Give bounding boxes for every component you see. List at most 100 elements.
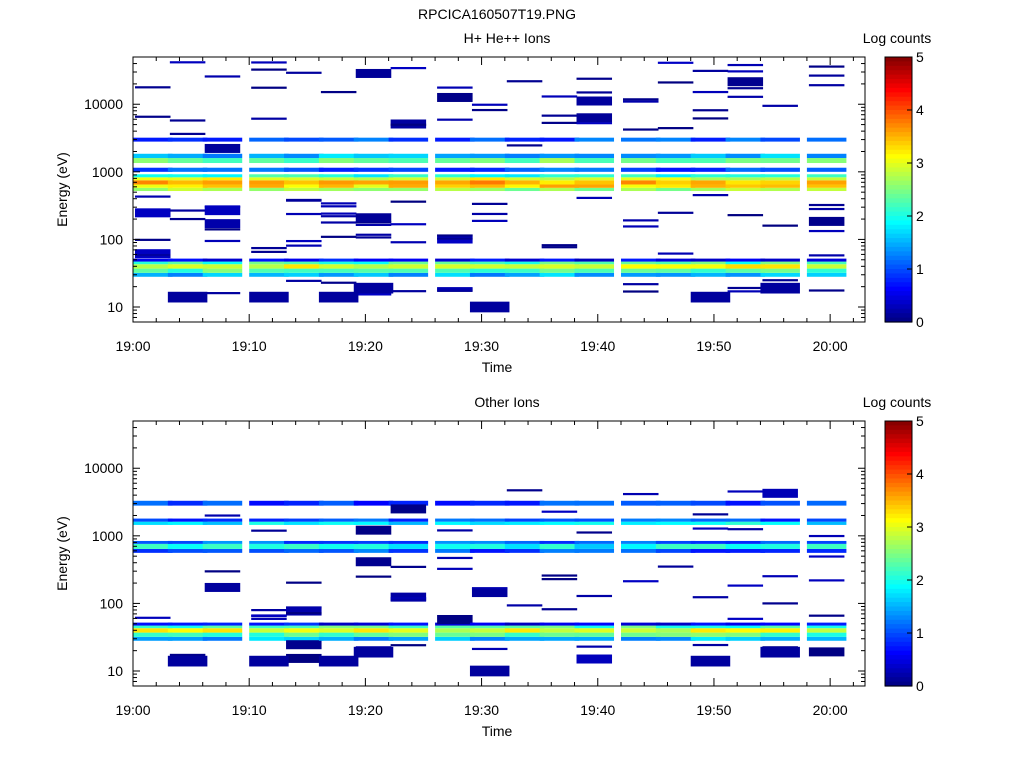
heatmap-cell	[808, 207, 845, 211]
heatmap-cell	[202, 261, 243, 265]
heatmap-cell	[692, 643, 729, 647]
heatmap-cell	[623, 580, 659, 583]
heatmap-cell	[806, 500, 847, 506]
heatmap-cell	[692, 513, 729, 516]
heatmap-cell	[655, 158, 696, 164]
heatmap-cell	[320, 212, 357, 215]
heatmap-cell	[353, 632, 394, 637]
heatmap-cell	[760, 158, 800, 164]
heatmap-cell	[504, 180, 545, 185]
heatmap-cell	[249, 158, 289, 164]
x-axis-label: Time	[482, 723, 513, 739]
heatmap-cell	[133, 268, 173, 273]
heatmap-cell	[541, 608, 578, 611]
heatmap-cell	[249, 655, 289, 667]
heatmap-cell	[249, 291, 289, 303]
colorbar-segment	[885, 610, 912, 616]
colorbar-frame	[884, 56, 913, 323]
heatmap-cell	[655, 548, 696, 553]
heatmap-cell	[318, 518, 359, 522]
heatmap-cell	[249, 153, 289, 159]
heatmap-cell	[760, 548, 800, 553]
heatmap-cell	[576, 645, 613, 648]
colorbar-segment	[885, 672, 912, 678]
heatmap-cell	[133, 622, 173, 626]
heatmap-cell	[251, 68, 287, 71]
heatmap-cell	[806, 177, 847, 181]
colorbar-tick-label: 5	[916, 49, 924, 65]
heatmap-cell	[318, 655, 359, 667]
colorbar-segment	[885, 273, 912, 279]
heatmap-cell	[541, 244, 578, 247]
heatmap-cell	[133, 180, 173, 185]
heatmap-cell	[390, 200, 427, 203]
colorbar-segment	[885, 465, 912, 471]
heatmap-cell	[727, 617, 764, 620]
heatmap-cell	[353, 636, 394, 641]
heatmap-cell	[539, 625, 580, 629]
heatmap-cell	[690, 655, 731, 667]
x-tick-label: 19:50	[696, 702, 731, 718]
heatmap-cell	[437, 234, 473, 237]
heatmap-cell	[133, 184, 173, 188]
heatmap-cell	[135, 195, 171, 198]
heatmap-cell	[435, 632, 475, 637]
heatmap-cell	[135, 86, 171, 89]
heatmap-cell	[623, 283, 659, 286]
heatmap-cell	[388, 153, 429, 159]
heatmap-cell	[504, 158, 545, 164]
heatmap-cell	[284, 540, 324, 544]
heatmap-cell	[655, 268, 696, 273]
heatmap-cell	[318, 184, 359, 188]
heatmap-cell	[353, 540, 394, 544]
heatmap-cell	[621, 153, 661, 159]
heatmap-cell	[133, 521, 173, 525]
heatmap-cell	[469, 258, 510, 262]
heatmap-cell	[133, 272, 173, 277]
colorbar-segment	[885, 216, 912, 222]
heatmap-cell	[725, 187, 766, 192]
heatmap-cell	[655, 518, 696, 522]
heatmap-cell	[284, 174, 324, 178]
heatmap-cell	[355, 525, 392, 535]
heatmap-cell	[655, 543, 696, 549]
colorbar-segment	[885, 602, 912, 608]
colorbar-segment	[885, 299, 912, 305]
heatmap-cell	[574, 632, 615, 637]
heatmap-cell	[169, 132, 206, 136]
heatmap-cell	[504, 272, 545, 277]
colorbar-tick-label: 1	[916, 625, 924, 641]
heatmap-cell	[469, 268, 510, 273]
heatmap-cell	[390, 644, 427, 647]
heatmap-cell	[760, 272, 800, 277]
heatmap-cell	[469, 272, 510, 277]
heatmap-cell	[725, 272, 766, 277]
heatmap-cell	[504, 261, 545, 265]
heatmap-cell	[725, 625, 766, 629]
heatmap-cell	[808, 254, 845, 257]
heatmap-cell	[167, 174, 208, 178]
colorbar-segment	[885, 571, 912, 577]
heatmap-cell	[251, 61, 287, 64]
heatmap-cell	[390, 596, 427, 600]
heatmap-cell	[435, 548, 475, 553]
heatmap-cell	[353, 521, 394, 525]
heatmap-cell	[808, 555, 845, 558]
colorbar-segment	[885, 65, 912, 71]
colorbar-segment	[885, 79, 912, 85]
heatmap-cell	[574, 628, 615, 633]
colorbar-segment	[885, 496, 912, 502]
colorbar-segment	[885, 238, 912, 244]
colorbar-segment	[885, 224, 912, 230]
heatmap-cell	[576, 91, 613, 94]
heatmap-cell	[204, 206, 241, 216]
colorbar-segment	[885, 597, 912, 603]
heatmap-cell	[469, 174, 510, 178]
heatmap-cell	[435, 540, 475, 544]
heatmap-cell	[762, 279, 798, 282]
heatmap-cell	[204, 292, 241, 295]
heatmap-cell	[504, 153, 545, 159]
heatmap-cell	[574, 153, 615, 159]
heatmap-cell	[690, 500, 731, 506]
heatmap-cell	[284, 177, 324, 181]
